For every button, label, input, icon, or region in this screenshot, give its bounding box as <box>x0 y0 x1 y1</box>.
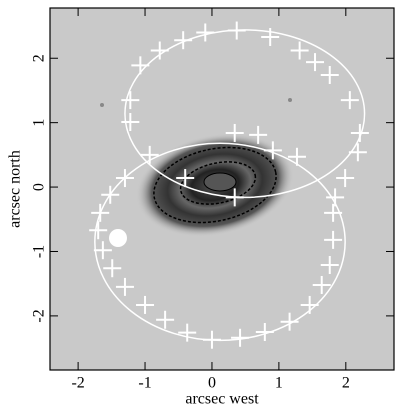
cross-marker <box>324 203 343 222</box>
cross-marker <box>156 310 175 329</box>
cross-marker <box>280 312 299 331</box>
cross-marker <box>93 241 112 260</box>
cross-marker <box>178 323 197 342</box>
cross-marker <box>290 41 309 60</box>
cross-marker <box>350 123 369 142</box>
image <box>50 8 394 370</box>
y-axis-label: arcsec north <box>7 150 24 228</box>
cross-marker <box>196 23 215 42</box>
cross-marker <box>101 185 120 204</box>
cross-marker <box>176 169 195 188</box>
cross-marker <box>340 91 359 110</box>
cross-marker <box>103 259 122 278</box>
cross-marker <box>326 188 345 207</box>
cross-marker <box>312 275 331 294</box>
plot-frame <box>49 7 395 371</box>
y-tick-label: 2 <box>31 54 48 62</box>
cross-marker <box>150 41 169 60</box>
cross-marker <box>136 295 155 314</box>
y-tick-label: 0 <box>31 183 48 191</box>
cross-marker <box>140 145 159 164</box>
cross-marker <box>91 203 110 222</box>
cross-marker <box>202 330 221 349</box>
cross-marker <box>261 27 280 46</box>
cross-marker <box>121 113 140 132</box>
cross-marker <box>324 230 343 249</box>
x-tick-label: -2 <box>71 375 84 392</box>
plot-layer <box>89 21 369 349</box>
cross-marker <box>336 169 355 188</box>
cross-marker <box>174 31 193 50</box>
cross-marker <box>231 328 250 347</box>
x-axis-label: arcsec west <box>185 391 259 408</box>
cross-marker <box>320 256 339 275</box>
cross-marker <box>115 277 134 296</box>
y-tick-label: -1 <box>31 245 48 258</box>
cross-marker <box>249 125 268 144</box>
cross-marker <box>227 21 246 40</box>
x-tick-label: 0 <box>208 375 216 392</box>
y-tick-label: -2 <box>31 309 48 322</box>
x-tick-label: 2 <box>342 375 350 392</box>
cross-marker <box>306 53 325 72</box>
x-tick-label: -1 <box>138 375 151 392</box>
cross-marker <box>121 91 140 110</box>
cross-marker <box>300 295 319 314</box>
cross-marker <box>115 169 134 188</box>
cross-marker <box>89 221 108 240</box>
cross-marker <box>287 147 306 166</box>
cross-marker <box>225 188 244 207</box>
cross-marker <box>320 65 339 84</box>
cross-marker <box>255 322 274 341</box>
cross-marker <box>348 143 367 162</box>
x-tick-label: 1 <box>275 375 283 392</box>
cross-marker <box>263 141 282 160</box>
y-tick-label: 1 <box>31 119 48 127</box>
cross-marker <box>225 123 244 142</box>
cross-marker <box>131 56 150 75</box>
